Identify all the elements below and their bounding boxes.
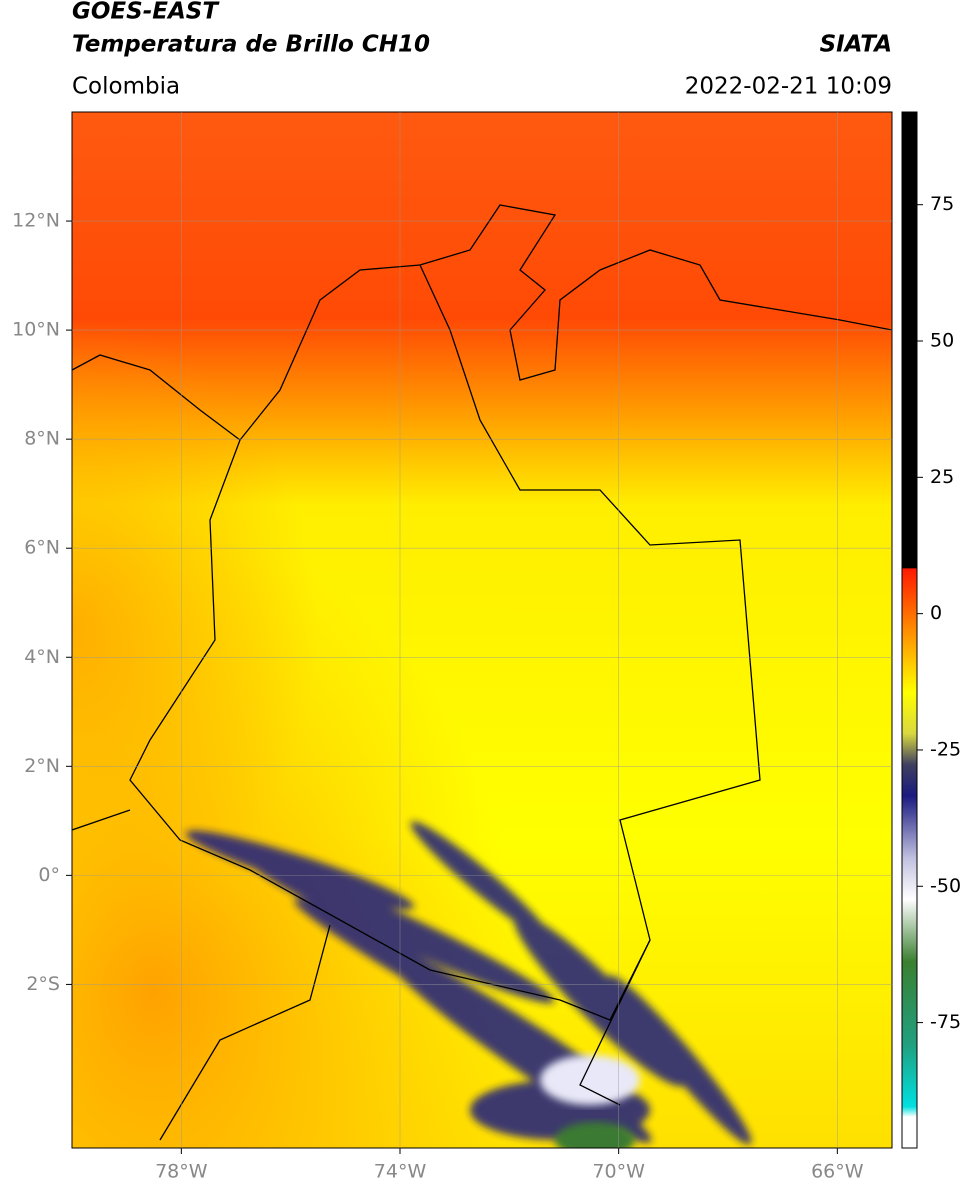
colorbar-tick-label: 75 — [930, 193, 954, 215]
y-tick-label: 8°N — [24, 428, 60, 450]
title: GOES-EAST — [72, 0, 220, 25]
colorbar-tick-label: 25 — [930, 466, 954, 488]
colorbar-tick-label: -50 — [930, 875, 961, 897]
overlay: 78°W 74°W 70°W 66°W 12°N 10°N 8°N 6°N 4°N 2°N 0° 2°… — [12, 112, 961, 1183]
colorbar-tick-label: -25 — [930, 738, 961, 760]
map-frame — [71, 111, 893, 1149]
y-tick-label: 2°S — [26, 973, 60, 995]
colorbar — [901, 111, 918, 1149]
y-tick-label: 0° — [38, 864, 60, 886]
colorbar-tick-label: 50 — [930, 330, 954, 352]
source: SIATA — [820, 32, 892, 58]
timestamp: 2022-02-21 10:09 — [685, 74, 892, 100]
y-tick-label: 2°N — [24, 755, 60, 777]
region: Colombia — [72, 74, 180, 100]
colorbar-tick-label: -75 — [930, 1011, 961, 1033]
x-tick-label: 70°W — [592, 1161, 645, 1183]
x-tick-label: 66°W — [811, 1161, 864, 1183]
x-tick-label: 74°W — [374, 1161, 427, 1183]
y-tick-label: 4°N — [24, 646, 60, 668]
colorbar-tick-label: 0 — [930, 602, 942, 624]
subtitle: Temperatura de Brillo CH10 — [72, 32, 430, 58]
x-tick-label: 78°W — [155, 1161, 208, 1183]
y-tick-label: 10°N — [12, 319, 60, 341]
y-tick-label: 12°N — [12, 210, 60, 232]
map-image — [72, 112, 892, 1148]
y-tick-label: 6°N — [24, 537, 60, 559]
